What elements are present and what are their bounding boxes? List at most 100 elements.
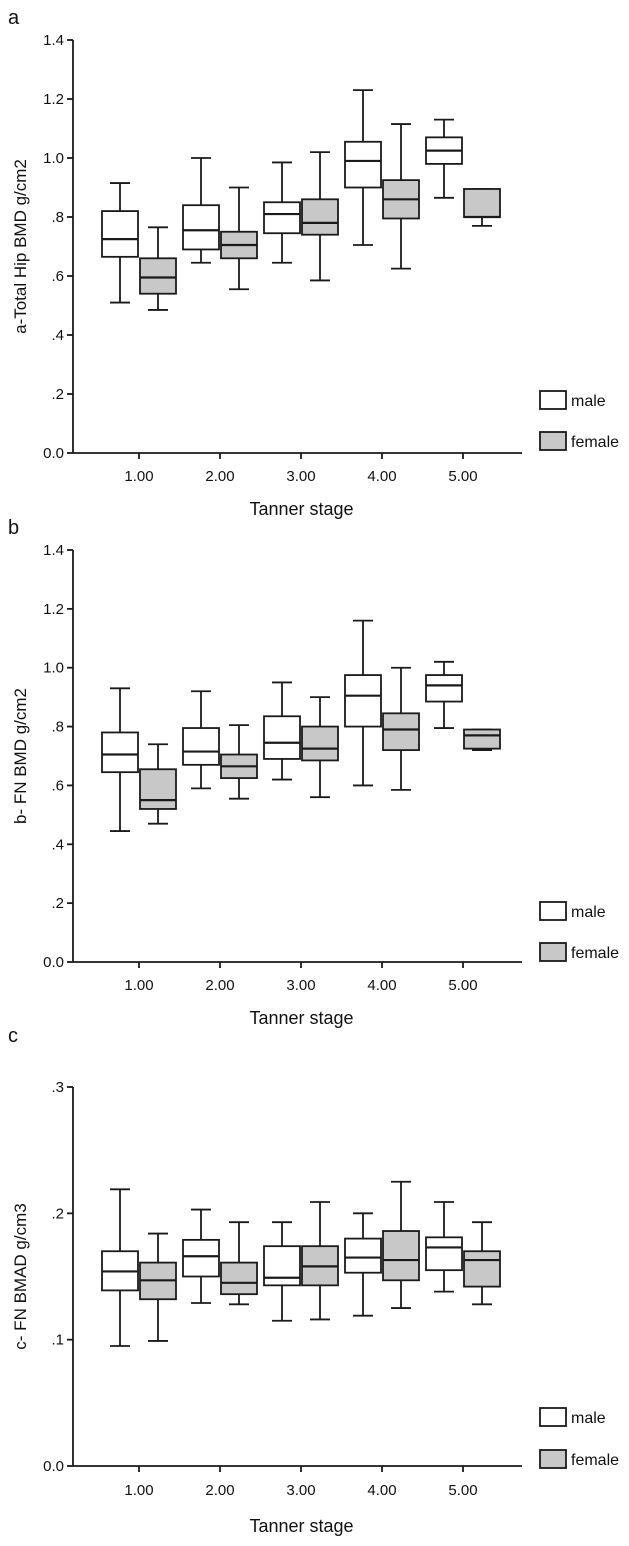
male-box-2.00 — [182, 690, 220, 790]
x-tick-label: 4.00 — [367, 977, 396, 994]
iqr-box — [425, 1236, 463, 1272]
y-tick-label: .6 — [51, 268, 64, 285]
iqr-box — [220, 1261, 258, 1296]
iqr-box — [182, 727, 220, 766]
male-box-3.00 — [263, 161, 301, 264]
iqr-box — [463, 728, 501, 750]
male-box-2.00 — [182, 157, 220, 264]
x-tick-label: 1.00 — [124, 468, 153, 485]
female-box-2.00 — [220, 186, 258, 291]
y-tick-label: 0.0 — [43, 1458, 64, 1475]
y-tick-label: 1.0 — [43, 150, 64, 167]
female-box-3.00 — [301, 151, 339, 282]
iqr-box — [139, 768, 177, 810]
y-tick-label: 1.4 — [43, 32, 64, 49]
x-tick-label: 5.00 — [448, 977, 477, 994]
y-tick-label: 1.0 — [43, 660, 64, 677]
legend-label-male: male — [571, 393, 606, 410]
y-axis-label: c- FN BMAD g/cm3 — [11, 1203, 30, 1349]
male-box-1.00 — [101, 1188, 139, 1347]
legend: male female — [539, 1407, 619, 1469]
x-tick-label: 4.00 — [367, 1482, 396, 1499]
male-box-5.00 — [425, 660, 463, 729]
legend-label-female: female — [571, 434, 619, 451]
iqr-box — [382, 1230, 420, 1282]
chart-panel-b: b 0.0 .2 .4 .6 .8 1.0 1.2 1.4 1.00 2.00 3.00 4.00 5.0… — [8, 517, 619, 1028]
y-tick-label: .4 — [51, 836, 64, 853]
x-tick-label: 3.00 — [286, 468, 315, 485]
female-box-5.00 — [463, 188, 501, 227]
male-box-1.00 — [101, 182, 139, 304]
iqr-box — [463, 188, 501, 218]
x-tick-label: 5.00 — [448, 468, 477, 485]
x-tick-label: 2.00 — [205, 977, 234, 994]
female-box-4.00 — [382, 1180, 420, 1309]
female-box-1.00 — [139, 226, 177, 311]
male-box-4.00 — [344, 1212, 382, 1317]
x-tick-label: 5.00 — [448, 1482, 477, 1499]
x-tick-label: 3.00 — [286, 977, 315, 994]
iqr-box — [301, 198, 339, 236]
female-box-4.00 — [382, 123, 420, 270]
legend-swatch-male — [539, 901, 567, 921]
female-box-3.00 — [301, 696, 339, 799]
y-tick-label: .2 — [51, 895, 64, 912]
y-tick-label: 1.2 — [43, 91, 64, 108]
legend-swatch-male — [539, 390, 567, 410]
iqr-box — [344, 674, 382, 728]
iqr-box — [263, 201, 301, 235]
panel-label: c — [8, 1025, 18, 1047]
y-tick-label: .2 — [51, 1205, 64, 1222]
y-tick-label: .1 — [51, 1332, 64, 1349]
iqr-box — [382, 712, 420, 752]
y-tick-label: .3 — [51, 1079, 64, 1096]
legend: male female — [539, 390, 619, 451]
y-tick-label: 1.2 — [43, 601, 64, 618]
legend-swatch-female — [539, 942, 567, 962]
legend-label-female: female — [571, 1452, 619, 1469]
female-box-3.00 — [301, 1201, 339, 1321]
legend-label-male: male — [571, 1410, 606, 1427]
x-axis-label: Tanner stage — [249, 1008, 353, 1028]
legend-label-male: male — [571, 904, 606, 921]
panel-label: a — [8, 7, 20, 29]
y-tick-label: 0.0 — [43, 445, 64, 462]
y-tick-label: 0.0 — [43, 954, 64, 971]
y-tick-label: .8 — [51, 719, 64, 736]
y-axis-label: a-Total Hip BMD g/cm2 — [11, 159, 30, 334]
chart-panel-c: c 0.0 .1 .2 .3 1.00 2.00 3.00 4.00 5.00 c- FN BMAD… — [8, 1025, 619, 1536]
iqr-box — [139, 257, 177, 295]
chart-panel-a: a 0.0 .2 .4 .6 .8 1.0 1.2 1.4 1.00 2.00 3.00 4.00 5.0… — [8, 7, 619, 519]
iqr-box — [182, 204, 220, 251]
female-box-5.00 — [463, 1221, 501, 1306]
y-tick-label: .8 — [51, 209, 64, 226]
panel-label: b — [8, 517, 19, 539]
y-tick-label: .6 — [51, 777, 64, 794]
male-box-5.00 — [425, 1201, 463, 1293]
iqr-box — [344, 1237, 382, 1274]
x-axis-label: Tanner stage — [249, 499, 353, 519]
female-box-5.00 — [463, 728, 501, 752]
y-axis-label: b- FN BMD g/cm2 — [11, 688, 30, 824]
male-box-1.00 — [101, 687, 139, 832]
iqr-box — [301, 725, 339, 762]
male-box-3.00 — [263, 1221, 301, 1322]
male-box-2.00 — [182, 1208, 220, 1304]
iqr-box — [101, 210, 139, 258]
iqr-box — [263, 715, 301, 760]
x-tick-label: 1.00 — [124, 977, 153, 994]
male-box-4.00 — [344, 619, 382, 787]
male-box-4.00 — [344, 89, 382, 246]
female-box-1.00 — [139, 743, 177, 825]
y-tick-label: .4 — [51, 327, 64, 344]
female-box-4.00 — [382, 666, 420, 791]
male-box-5.00 — [425, 118, 463, 199]
male-box-3.00 — [263, 681, 301, 781]
legend: male female — [539, 901, 619, 962]
female-box-2.00 — [220, 1221, 258, 1306]
iqr-box — [263, 1245, 301, 1287]
female-box-2.00 — [220, 724, 258, 800]
x-tick-label: 4.00 — [367, 468, 396, 485]
